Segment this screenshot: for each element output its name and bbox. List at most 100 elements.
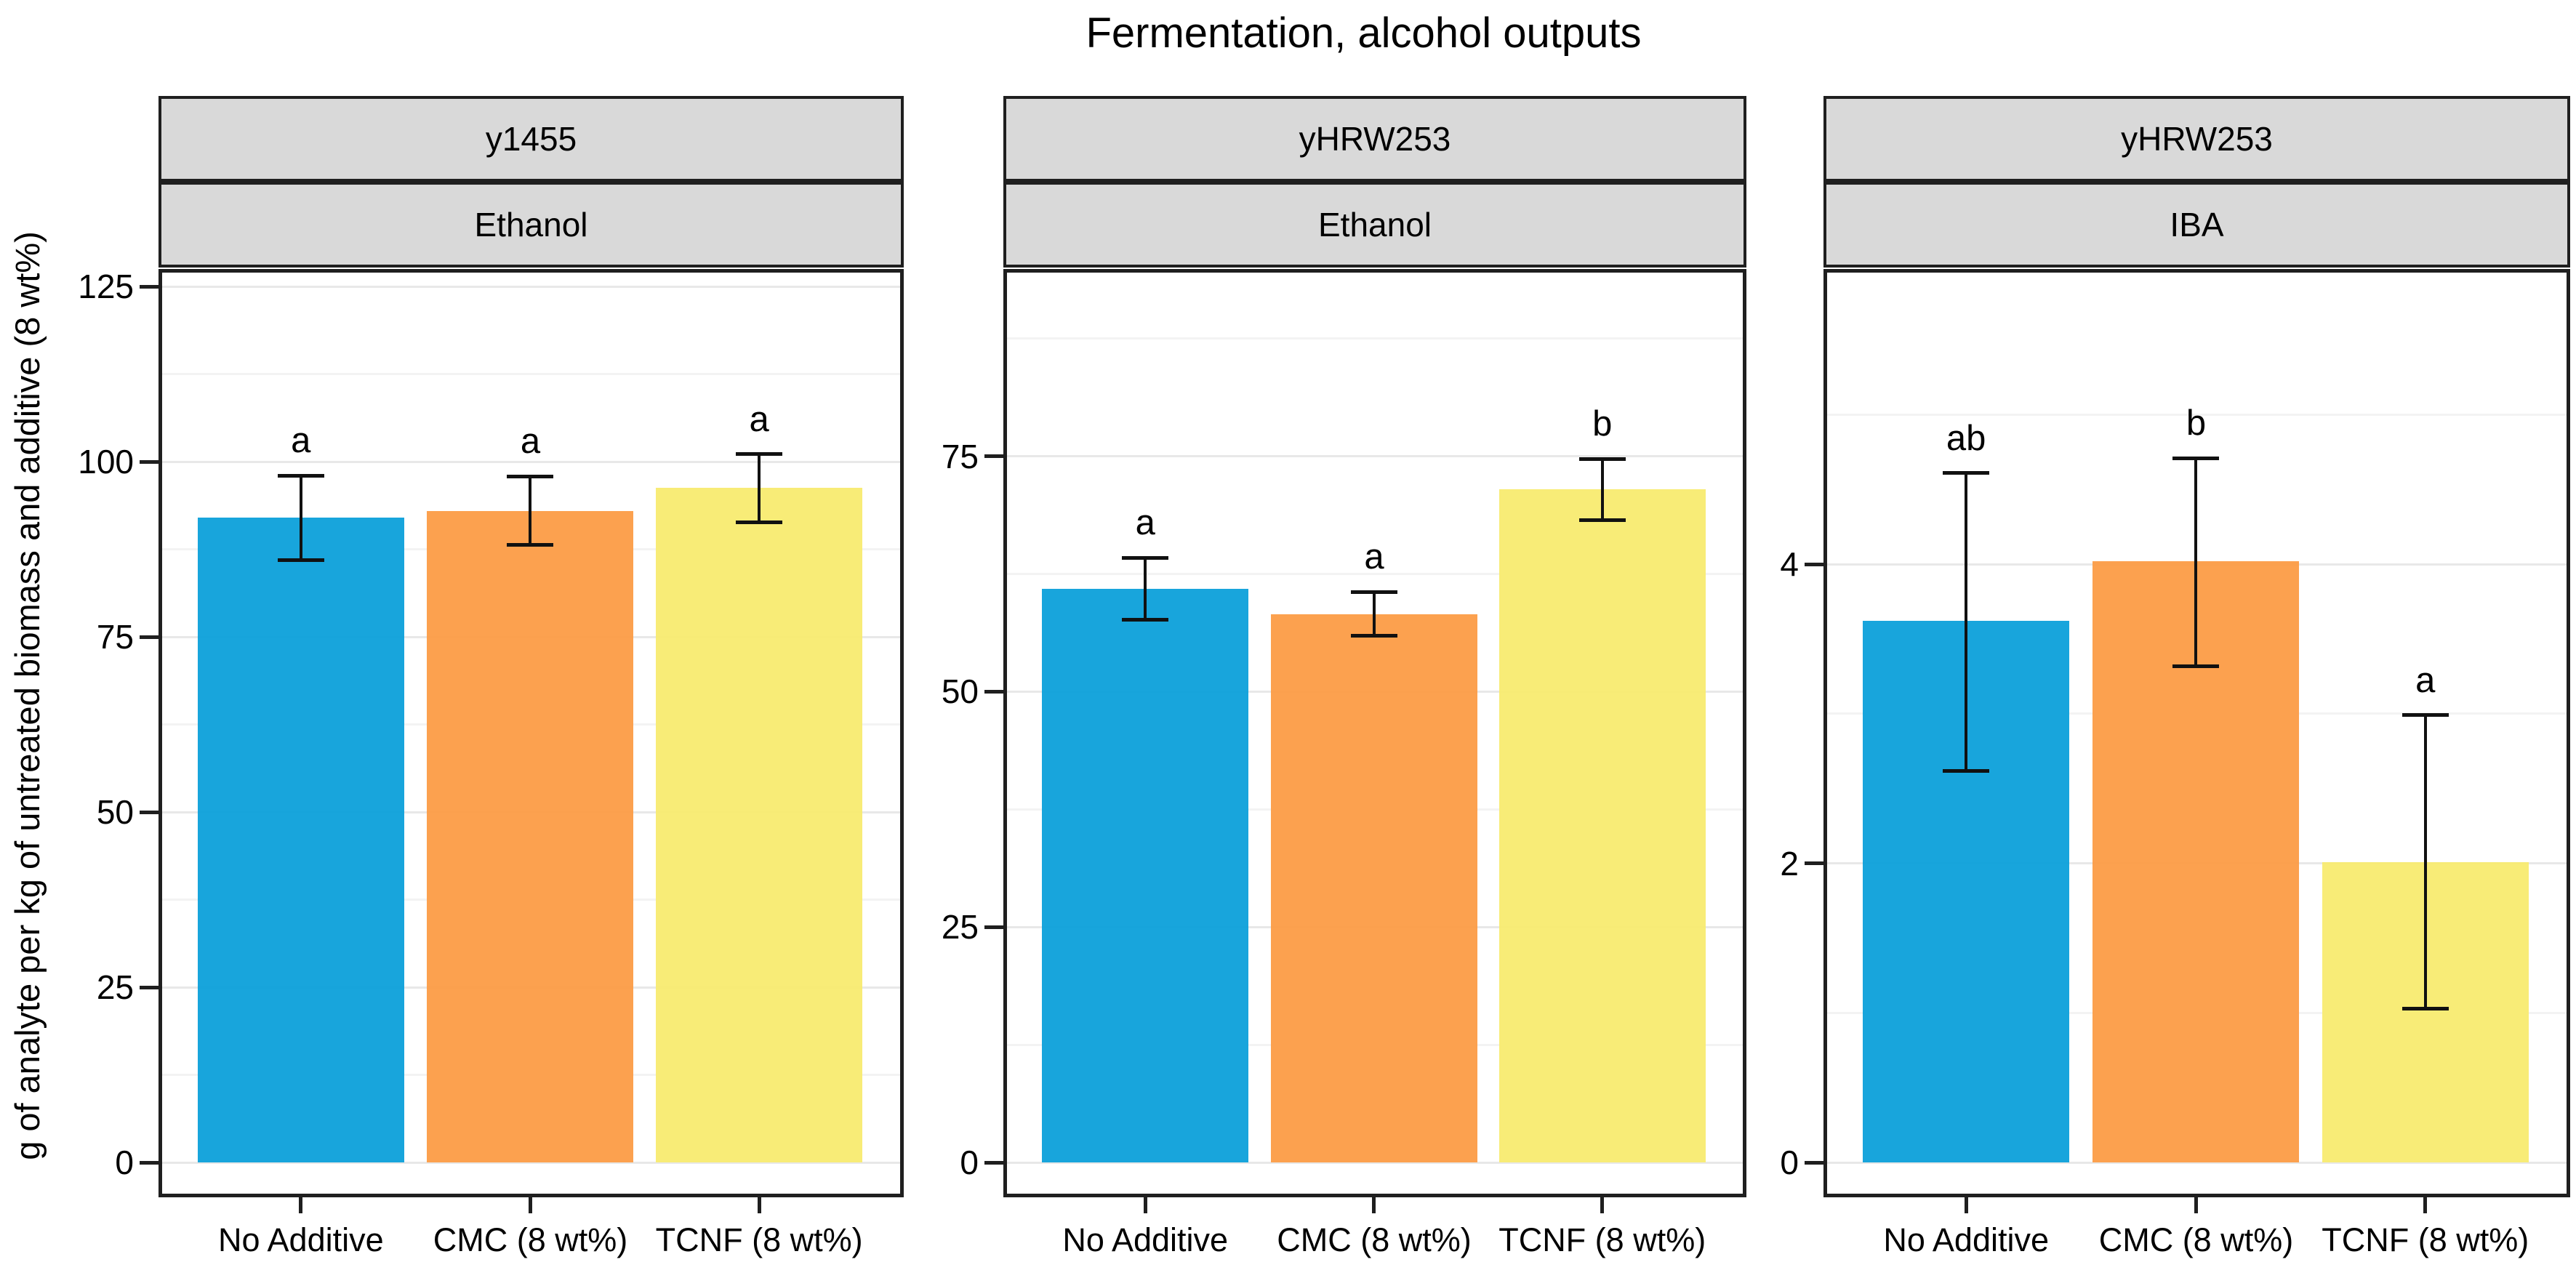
gridline-minor xyxy=(162,373,900,376)
y-tick xyxy=(140,459,159,464)
x-tick xyxy=(299,1197,303,1213)
gridline-minor xyxy=(1007,572,1743,575)
x-tick-label: CMC (8 wt%) xyxy=(2098,1221,2294,1258)
error-bar-cap-bottom xyxy=(507,543,554,547)
facet-strip-analyte-label: Ethanol xyxy=(1317,206,1432,244)
x-tick-label: CMC (8 wt%) xyxy=(1277,1221,1472,1258)
error-bar-cap-top xyxy=(736,452,783,457)
y-tick-label: 100 xyxy=(78,443,134,481)
y-tick xyxy=(140,284,159,289)
x-tick-label: CMC (8 wt%) xyxy=(433,1221,628,1258)
y-tick xyxy=(140,810,159,814)
y-tick xyxy=(140,1160,159,1165)
y-tick-label: 50 xyxy=(96,793,134,832)
y-tick xyxy=(1805,861,1823,866)
error-bar xyxy=(2423,715,2427,1009)
error-bar-cap-top xyxy=(1350,590,1397,594)
x-tick xyxy=(2423,1197,2428,1213)
facet-strip-strain-label: y1455 xyxy=(485,120,577,158)
bar xyxy=(1270,614,1477,1162)
plot-area: a a b xyxy=(1007,273,1743,1194)
error-bar-cap-bottom xyxy=(1578,518,1626,523)
facet-strip-strain: y1455 xyxy=(159,96,904,182)
x-tick xyxy=(1964,1197,1968,1213)
x-tick xyxy=(1143,1197,1147,1213)
significance-letter: b xyxy=(2186,403,2207,443)
facet-strip-strain: yHRW253 xyxy=(1823,96,2570,182)
significance-letter: a xyxy=(1135,503,1155,543)
gridline-major xyxy=(162,460,900,463)
facet-strip-strain-label: yHRW253 xyxy=(2121,120,2273,158)
y-tick-label: 0 xyxy=(960,1144,979,1181)
y-tick-label: 75 xyxy=(941,437,979,475)
x-tick-label: TCNF (8 wt%) xyxy=(2322,1221,2529,1258)
error-bar-cap-top xyxy=(2402,713,2449,718)
facet-strip-analyte-label: Ethanol xyxy=(474,206,588,244)
error-bar xyxy=(758,454,761,523)
error-bar xyxy=(2194,458,2198,667)
error-bar-cap-top xyxy=(1943,471,1990,475)
error-bar-cap-bottom xyxy=(736,520,783,524)
y-tick-label: 125 xyxy=(78,268,134,306)
significance-letter: ab xyxy=(1946,418,1986,458)
y-tick-label: 25 xyxy=(96,968,134,1007)
error-bar-cap-top xyxy=(507,474,554,478)
y-tick-label: 50 xyxy=(941,672,979,711)
error-bar xyxy=(299,475,302,560)
x-tick-label: TCNF (8 wt%) xyxy=(655,1221,863,1258)
gridline-minor xyxy=(1007,337,1743,340)
error-bar xyxy=(1965,473,1968,771)
error-bar-cap-bottom xyxy=(1350,634,1397,638)
bar xyxy=(656,487,863,1162)
x-tick-label: No Additive xyxy=(217,1221,384,1258)
error-bar-cap-bottom xyxy=(2172,664,2220,668)
y-tick xyxy=(1805,562,1823,566)
y-tick-label: 25 xyxy=(941,908,979,947)
y-tick xyxy=(1805,1160,1823,1165)
y-tick-label: 4 xyxy=(1780,545,1799,584)
x-tick xyxy=(1600,1197,1605,1213)
facet-strip-strain-label: yHRW253 xyxy=(1299,120,1451,158)
significance-letter: b xyxy=(1592,404,1613,444)
error-bar-cap-bottom xyxy=(277,558,324,562)
gridline-minor xyxy=(1827,413,2567,416)
facet-strip-analyte: Ethanol xyxy=(159,182,904,268)
bar xyxy=(427,510,634,1162)
y-tick-label: 75 xyxy=(96,618,134,656)
plot-panel: a a b xyxy=(1003,269,1746,1197)
facet-strip-strain: yHRW253 xyxy=(1003,96,1746,182)
error-bar xyxy=(1372,592,1376,636)
facet-strip-analyte-label: IBA xyxy=(2170,206,2224,244)
y-tick-label: 0 xyxy=(115,1144,134,1181)
facet-strip-analyte: Ethanol xyxy=(1003,182,1746,268)
x-tick xyxy=(757,1197,761,1213)
gridline-major xyxy=(162,1161,900,1164)
bar xyxy=(197,518,404,1162)
error-bar-cap-top xyxy=(277,473,324,478)
y-tick xyxy=(984,925,1003,929)
gridline-major xyxy=(1827,1161,2567,1164)
significance-letter: a xyxy=(2415,660,2436,700)
gridline-major xyxy=(162,285,900,288)
gridline-major xyxy=(1007,1161,1743,1164)
x-tick xyxy=(2194,1197,2198,1213)
y-tick xyxy=(140,635,159,639)
error-bar-cap-bottom xyxy=(1122,618,1169,622)
significance-letter: a xyxy=(291,421,311,461)
y-tick-label: 2 xyxy=(1780,844,1799,883)
facet-strip-analyte: IBA xyxy=(1823,182,2570,268)
error-bar xyxy=(1144,558,1147,620)
y-tick xyxy=(140,985,159,989)
gridline-major xyxy=(1007,455,1743,458)
chart-title: Fermentation, alcohol outputs xyxy=(1086,9,1642,57)
x-tick xyxy=(1372,1197,1376,1213)
y-tick xyxy=(984,454,1003,459)
error-bar xyxy=(529,476,532,545)
x-tick-label: TCNF (8 wt%) xyxy=(1498,1221,1706,1258)
bar xyxy=(1498,489,1706,1162)
significance-letter: a xyxy=(520,422,541,462)
x-tick-label: No Additive xyxy=(1883,1221,2049,1258)
